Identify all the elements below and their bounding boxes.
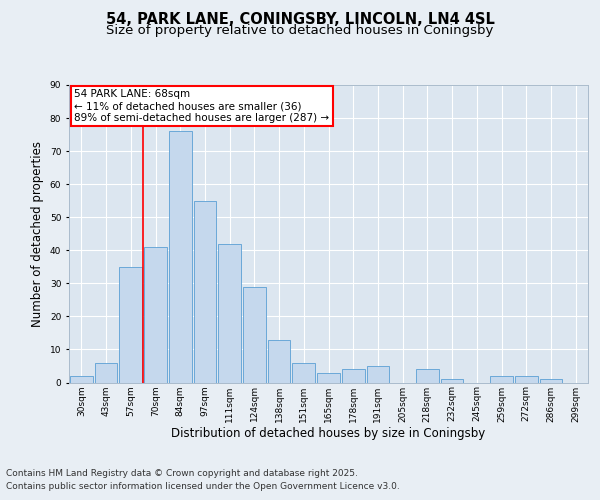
- Bar: [95, 362, 118, 382]
- Bar: [416, 370, 439, 382]
- Bar: [317, 372, 340, 382]
- Bar: [539, 379, 562, 382]
- Bar: [243, 286, 266, 382]
- Bar: [490, 376, 513, 382]
- Bar: [268, 340, 290, 382]
- Bar: [515, 376, 538, 382]
- Bar: [194, 200, 216, 382]
- Bar: [342, 370, 365, 382]
- Bar: [70, 376, 93, 382]
- Bar: [144, 247, 167, 382]
- Text: Size of property relative to detached houses in Coningsby: Size of property relative to detached ho…: [106, 24, 494, 37]
- X-axis label: Distribution of detached houses by size in Coningsby: Distribution of detached houses by size …: [172, 427, 485, 440]
- Text: 54, PARK LANE, CONINGSBY, LINCOLN, LN4 4SL: 54, PARK LANE, CONINGSBY, LINCOLN, LN4 4…: [106, 12, 494, 28]
- Bar: [119, 267, 142, 382]
- Text: 54 PARK LANE: 68sqm
← 11% of detached houses are smaller (36)
89% of semi-detach: 54 PARK LANE: 68sqm ← 11% of detached ho…: [74, 90, 329, 122]
- Text: Contains public sector information licensed under the Open Government Licence v3: Contains public sector information licen…: [6, 482, 400, 491]
- Bar: [169, 132, 191, 382]
- Bar: [441, 379, 463, 382]
- Bar: [218, 244, 241, 382]
- Bar: [292, 362, 315, 382]
- Bar: [367, 366, 389, 382]
- Text: Contains HM Land Registry data © Crown copyright and database right 2025.: Contains HM Land Registry data © Crown c…: [6, 468, 358, 477]
- Y-axis label: Number of detached properties: Number of detached properties: [31, 141, 44, 327]
